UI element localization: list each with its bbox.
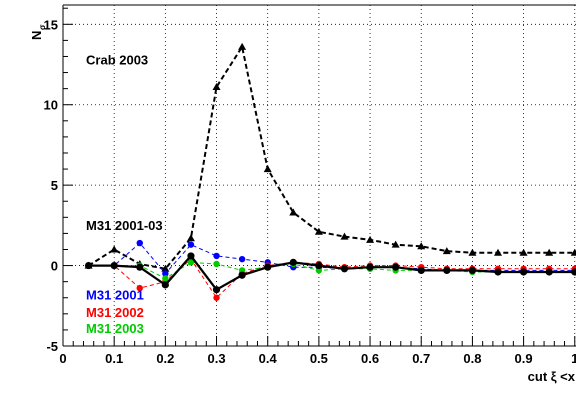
data-point (340, 265, 349, 273)
series-line (88, 44, 575, 270)
data-point (161, 264, 170, 272)
y-tick-label: 15 (44, 17, 58, 32)
y-tick-label: 5 (51, 178, 58, 193)
data-point (392, 263, 400, 271)
data-point (417, 242, 426, 250)
y-axis-title: Nσ (29, 24, 47, 40)
data-point (136, 239, 143, 247)
annotation-label: M31 2001 (86, 287, 144, 302)
data-point (443, 266, 451, 275)
annotation-label: M31 2003 (86, 321, 144, 336)
annotation-label: Crab 2003 (86, 53, 148, 68)
data-point (519, 248, 528, 256)
x-tick-label: 0.6 (361, 351, 379, 366)
data-point (391, 240, 400, 248)
data-point (545, 268, 553, 276)
x-tick-label: 0.5 (310, 351, 328, 366)
annotation-label: M31 2001-03 (86, 218, 163, 233)
data-point (314, 227, 323, 235)
series-line (88, 258, 575, 299)
x-tick-label: 0.1 (105, 351, 123, 366)
y-tick-label: 0 (51, 259, 58, 274)
data-point (289, 258, 297, 266)
x-tick-label: 0 (59, 351, 66, 366)
x-tick-label: 0.7 (412, 351, 430, 366)
axis-layer (62, 4, 576, 347)
x-tick-label: 1 (571, 351, 576, 366)
data-point (213, 252, 220, 260)
data-point (571, 268, 576, 276)
x-tick-label: 0.8 (463, 351, 481, 366)
series-line (88, 254, 575, 292)
data-point (162, 275, 169, 282)
data-point (366, 263, 374, 271)
data-point (136, 263, 144, 271)
data-point (315, 261, 323, 270)
data-point (212, 83, 221, 91)
data-point (212, 286, 221, 294)
data-point (519, 268, 528, 276)
series-layer (84, 42, 576, 301)
data-point (238, 271, 246, 279)
data-point (161, 281, 169, 289)
data-point (238, 255, 246, 263)
y-tick-label: 10 (44, 98, 58, 113)
data-point (213, 294, 220, 301)
data-point (136, 284, 143, 292)
data-point (468, 248, 477, 256)
data-point (110, 261, 118, 270)
data-point (238, 42, 247, 50)
y-axis-title-subscript: σ (38, 24, 47, 30)
data-point (110, 245, 119, 253)
y-axis-title-main: N (29, 31, 44, 40)
data-point (494, 248, 502, 256)
data-point (213, 260, 220, 268)
data-point (315, 267, 323, 274)
x-tick-label: 0.4 (259, 351, 278, 366)
data-point (545, 248, 554, 256)
x-axis-title: cut ξ <x (528, 369, 576, 384)
annotation-label: M31 2002 (86, 305, 144, 320)
data-point (264, 263, 272, 271)
data-point (187, 241, 195, 248)
data-point (84, 261, 93, 270)
data-point (187, 252, 195, 260)
label-layer: 0 0.1 0.2 0.3 0.4 0.5 0.6 0.7 0.8 0.9 1-5051015cut… (29, 17, 576, 384)
data-point (289, 208, 298, 216)
data-point (263, 165, 272, 173)
data-point (417, 266, 425, 275)
data-point (340, 232, 349, 240)
data-point (442, 247, 451, 255)
data-point (186, 234, 195, 242)
data-point (187, 259, 195, 266)
x-tick-label: 0.3 (207, 351, 225, 366)
data-point (494, 268, 502, 276)
data-point (570, 248, 576, 256)
data-point (366, 235, 375, 243)
y-tick-label: -5 (46, 339, 58, 354)
x-tick-label: 0.9 (515, 351, 533, 366)
data-point (162, 270, 169, 277)
x-tick-label: 0.2 (156, 351, 174, 366)
data-point (468, 266, 477, 275)
data-point (238, 267, 246, 274)
